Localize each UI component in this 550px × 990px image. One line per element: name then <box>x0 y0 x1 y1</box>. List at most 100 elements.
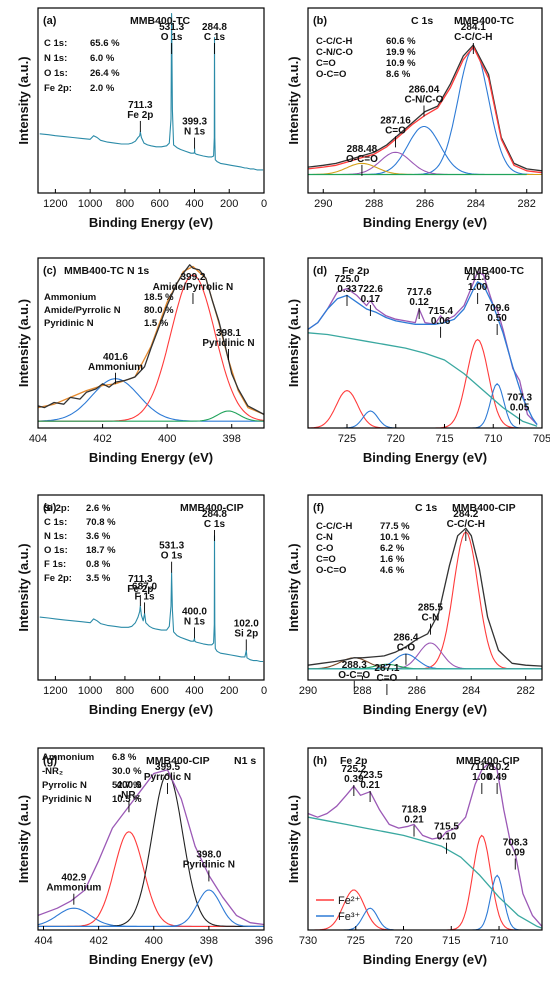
y-axis-label: Intensity (a.u.) <box>286 795 301 883</box>
peak-name: C-O <box>397 643 416 654</box>
peak-name: C-N <box>422 613 440 624</box>
peak-name: C 1s <box>204 519 226 530</box>
composition-name: O 1s: <box>44 68 68 79</box>
x-tick-label: 284 <box>467 198 485 210</box>
peak-name: C-C/C-H <box>454 32 492 43</box>
peak-energy: 284.1 <box>461 22 486 33</box>
panel-label: (b) <box>313 15 327 27</box>
plot-area <box>37 257 265 429</box>
composition-value: 1.5 % <box>144 318 169 329</box>
x-tick-label: 284 <box>462 685 480 697</box>
peak-energy: 708.3 <box>503 838 528 849</box>
peak-energy: 710.2 <box>485 762 510 773</box>
peak-name: 0.50 <box>487 313 507 324</box>
peak-energy: 707.3 <box>507 392 532 403</box>
series-line-1 <box>38 265 264 415</box>
x-axis-label: Binding Energy (eV) <box>89 215 213 230</box>
peak-energy: 399.3 <box>182 117 207 128</box>
composition-value: 18.5 % <box>144 292 174 303</box>
peak-name: O-C=O <box>338 670 370 681</box>
plot-frame <box>307 257 543 429</box>
peak-energy: 715.5 <box>434 822 459 833</box>
fit-component-1 <box>308 338 542 428</box>
series-line-2 <box>308 281 538 425</box>
series-line-1 <box>308 761 542 927</box>
composition-name: Fe 2p: <box>44 83 72 94</box>
fit-component-4 <box>38 889 264 927</box>
peak-annotations: 531.3O 1s 284.8C 1s 711.3Fe 2p 399.3N 1s <box>127 22 227 149</box>
composition-table: C-C/C-H 77.5 % C-N 10.1 % C-O 6.2 % C=O 1.6 % O-… <box>316 521 410 576</box>
series-line-1 <box>38 769 264 926</box>
composition-name: N 1s: <box>44 531 67 542</box>
peak-energy: 286.04 <box>409 84 440 95</box>
fit-component-1 <box>38 907 264 927</box>
peak-name: Pyrrolic N <box>144 772 191 783</box>
composition-name: N 1s: <box>44 53 67 64</box>
peak-annotations: 284.1C-C/C-H 286.04C-N/C-O 287.16C=O 288.48… <box>346 22 492 176</box>
composition-name: Ammonium <box>42 752 94 763</box>
peak-name: Ammonium <box>88 362 143 373</box>
composition-name: O-C=O <box>316 565 346 576</box>
composition-name: C-N <box>316 532 333 543</box>
panel-label: (c) <box>43 265 57 277</box>
chart-subtitle: N1 s <box>234 755 256 767</box>
series-line-2 <box>308 816 542 929</box>
x-tick-label: 396 <box>255 935 273 947</box>
composition-table: Ammonium 18.5 % Amide/Pyrrolic N 80.0 % Pyri… <box>44 292 174 329</box>
composition-name: Pyridinic N <box>44 318 94 329</box>
peak-name: 0.12 <box>409 297 429 308</box>
composition-value: 1.6 % <box>380 554 405 565</box>
series-line-1 <box>39 13 264 171</box>
x-axis-label: Binding Energy (eV) <box>89 450 213 465</box>
peak-name: O 1s <box>161 32 183 43</box>
peak-energy: 400.0 <box>182 606 207 617</box>
composition-name: -NR₂ <box>42 766 63 777</box>
peak-energy: 709.6 <box>485 303 510 314</box>
peak-name: 0.17 <box>361 294 381 305</box>
x-tick-label: 404 <box>29 433 47 445</box>
peak-annotations: 725.20.39723.50.21718.90.21715.50.10711.… <box>341 762 528 870</box>
x-tick-label: 398 <box>223 433 241 445</box>
data-layer <box>39 13 264 171</box>
peak-name: 0.10 <box>437 832 457 843</box>
composition-table: C 1s: 65.6 % N 1s: 6.0 % O 1s: 26.4 % Fe 2p: 2.… <box>44 38 120 94</box>
chart-panel-f: 290 288 286 284 282 Binding Energy (eV) Intens… <box>286 494 543 717</box>
x-tick-label: 725 <box>347 935 365 947</box>
peak-name: 0.05 <box>510 402 530 413</box>
composition-value: 10.5 % <box>112 794 142 805</box>
x-tick-label: 200 <box>220 198 238 210</box>
peak-energy: 717.6 <box>407 287 432 298</box>
x-tick-label: 290 <box>299 685 317 697</box>
x-tick-label: 725 <box>338 433 356 445</box>
x-axis-label: Binding Energy (eV) <box>363 702 487 717</box>
panel-label: (a) <box>43 15 57 27</box>
peak-energy: 400.9 <box>116 780 141 791</box>
peak-energy: 284.2 <box>453 509 478 520</box>
peak-energy: 402.9 <box>61 873 86 884</box>
plot-area <box>307 494 543 681</box>
composition-value: 3.5 % <box>86 573 111 584</box>
plot-frame <box>307 494 543 681</box>
chart-title: MMB400-TC <box>464 265 525 277</box>
composition-value: 70.8 % <box>86 517 116 528</box>
peak-name: 0.21 <box>360 780 380 791</box>
series-line-2 <box>38 264 264 415</box>
peak-name: F 1s <box>135 591 155 602</box>
x-tick-label: 398 <box>200 935 218 947</box>
composition-name: O 1s: <box>44 545 68 556</box>
peak-energy: 284.8 <box>202 22 227 33</box>
composition-value: 26.4 % <box>90 68 120 79</box>
peak-energy: 401.6 <box>103 352 128 363</box>
peak-energy: 285.5 <box>418 603 443 614</box>
x-axis-label: Binding Energy (eV) <box>363 952 487 967</box>
composition-name: C 1s: <box>44 517 67 528</box>
peak-name: Amide/Pyrrolic N <box>153 282 234 293</box>
fit-component-1 <box>38 378 264 422</box>
peak-name: C-C/C-H <box>447 519 485 530</box>
composition-name: C-C/C-H <box>316 36 353 47</box>
chart-panel-g: 404 402 400 398 396 Binding Energy (eV) Intens… <box>16 747 273 967</box>
panel-label: (h) <box>313 755 327 767</box>
x-tick-label: 288 <box>353 685 371 697</box>
panel-label: (f) <box>313 502 324 514</box>
